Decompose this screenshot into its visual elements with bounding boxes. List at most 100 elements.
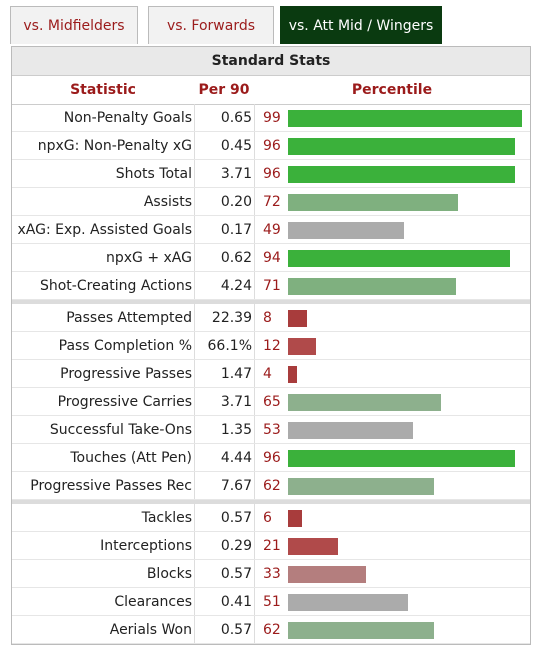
percentile-value: 62 xyxy=(263,478,281,494)
percentile-value: 65 xyxy=(263,394,281,410)
table-header: Statistic Per 90 Percentile xyxy=(12,76,530,105)
statistic-label: Progressive Passes Rec xyxy=(30,478,192,494)
per90-value: 22.39 xyxy=(211,310,252,326)
percentile-bar xyxy=(288,278,456,295)
percentile-bar xyxy=(288,338,316,355)
statistic-label: Touches (Att Pen) xyxy=(70,450,192,466)
per90-value: 0.62 xyxy=(220,250,252,266)
table-row: Tackles 0.57 6 xyxy=(12,504,530,532)
table-row: Clearances 0.41 51 xyxy=(12,588,530,616)
statistic-label: Shot-Creating Actions xyxy=(39,278,192,294)
standard-stats-table: Standard Stats Statistic Per 90 Percenti… xyxy=(11,46,531,645)
table-row: Aerials Won 0.57 62 xyxy=(12,616,530,644)
percentile-bar xyxy=(288,594,408,611)
table-row: npxG + xAG 0.62 94 xyxy=(12,244,530,272)
statistic-label: xAG: Exp. Assisted Goals xyxy=(17,222,192,238)
per90-value: 0.57 xyxy=(220,510,252,526)
per90-value: 1.47 xyxy=(220,366,252,382)
per90-value: 0.29 xyxy=(220,538,252,554)
percentile-bar xyxy=(288,310,307,327)
per90-value: 0.57 xyxy=(220,566,252,582)
table-title: Standard Stats xyxy=(12,47,530,76)
percentile-value: 71 xyxy=(263,278,281,294)
header-per90: Per 90 xyxy=(198,82,250,98)
percentile-value: 8 xyxy=(263,310,272,326)
column-divider xyxy=(254,104,255,644)
per90-value: 1.35 xyxy=(220,422,252,438)
percentile-value: 99 xyxy=(263,110,281,126)
per90-value: 3.71 xyxy=(220,166,252,182)
statistic-label: Progressive Passes xyxy=(60,366,192,382)
percentile-bar xyxy=(288,510,302,527)
statistic-label: Pass Completion % xyxy=(58,338,192,354)
table-row: xAG: Exp. Assisted Goals 0.17 49 xyxy=(12,216,530,244)
statistic-label: Passes Attempted xyxy=(66,310,192,326)
table-row: Progressive Passes 1.47 4 xyxy=(12,360,530,388)
percentile-bar xyxy=(288,166,515,183)
percentile-bar xyxy=(288,538,338,555)
tab-vs-midfielders[interactable]: vs. Midfielders xyxy=(10,6,138,44)
percentile-bar xyxy=(288,478,434,495)
percentile-bar xyxy=(288,422,413,439)
percentile-value: 49 xyxy=(263,222,281,238)
table-row: Blocks 0.57 33 xyxy=(12,560,530,588)
per90-value: 3.71 xyxy=(220,394,252,410)
percentile-value: 33 xyxy=(263,566,281,582)
percentile-bar xyxy=(288,250,510,267)
section-separator xyxy=(12,500,530,504)
percentile-bar xyxy=(288,194,458,211)
header-percentile: Percentile xyxy=(351,82,433,98)
statistic-label: Successful Take-Ons xyxy=(49,422,192,438)
per90-value: 7.67 xyxy=(220,478,252,494)
per90-value: 4.44 xyxy=(220,450,252,466)
tab-vs-att-mid-wingers[interactable]: vs. Att Mid / Wingers xyxy=(280,6,442,44)
percentile-value: 12 xyxy=(263,338,281,354)
table-row: Progressive Carries 3.71 65 xyxy=(12,388,530,416)
percentile-value: 4 xyxy=(263,366,272,382)
table-row: Passes Attempted 22.39 8 xyxy=(12,304,530,332)
statistic-label: Assists xyxy=(143,194,192,210)
per90-value: 0.45 xyxy=(220,138,252,154)
section-separator xyxy=(12,300,530,304)
table-row: npxG: Non-Penalty xG 0.45 96 xyxy=(12,132,530,160)
tab-vs-forwards[interactable]: vs. Forwards xyxy=(148,6,274,44)
percentile-value: 6 xyxy=(263,510,272,526)
percentile-bar xyxy=(288,566,366,583)
percentile-value: 96 xyxy=(263,450,281,466)
percentile-value: 72 xyxy=(263,194,281,210)
statistic-label: Interceptions xyxy=(100,538,192,554)
per90-value: 0.41 xyxy=(220,594,252,610)
table-row: Pass Completion % 66.1% 12 xyxy=(12,332,530,360)
statistic-label: Tackles xyxy=(141,510,192,526)
statistic-label: Blocks xyxy=(146,566,192,582)
table-row: Progressive Passes Rec 7.67 62 xyxy=(12,472,530,500)
statistic-label: npxG: Non-Penalty xG xyxy=(37,138,192,154)
percentile-bar xyxy=(288,222,404,239)
statistic-label: Progressive Carries xyxy=(57,394,192,410)
table-row: Interceptions 0.29 21 xyxy=(12,532,530,560)
percentile-bar xyxy=(288,138,515,155)
header-statistic: Statistic xyxy=(70,82,136,98)
statistic-label: Clearances xyxy=(114,594,192,610)
statistic-label: npxG + xAG xyxy=(106,250,192,266)
per90-value: 0.65 xyxy=(220,110,252,126)
per90-value: 66.1% xyxy=(207,338,252,354)
percentile-bar xyxy=(288,110,522,127)
per90-value: 0.20 xyxy=(220,194,252,210)
per90-value: 0.57 xyxy=(220,622,252,638)
statistic-label: Shots Total xyxy=(115,166,192,182)
percentile-bar xyxy=(288,394,441,411)
table-row: Assists 0.20 72 xyxy=(12,188,530,216)
percentile-value: 62 xyxy=(263,622,281,638)
percentile-value: 51 xyxy=(263,594,281,610)
percentile-bar xyxy=(288,622,434,639)
table-row: Shots Total 3.71 96 xyxy=(12,160,530,188)
percentile-value: 96 xyxy=(263,166,281,182)
percentile-value: 53 xyxy=(263,422,281,438)
table-row: Successful Take-Ons 1.35 53 xyxy=(12,416,530,444)
percentile-value: 96 xyxy=(263,138,281,154)
percentile-value: 21 xyxy=(263,538,281,554)
percentile-bar xyxy=(288,450,515,467)
percentile-value: 94 xyxy=(263,250,281,266)
table-row: Touches (Att Pen) 4.44 96 xyxy=(12,444,530,472)
